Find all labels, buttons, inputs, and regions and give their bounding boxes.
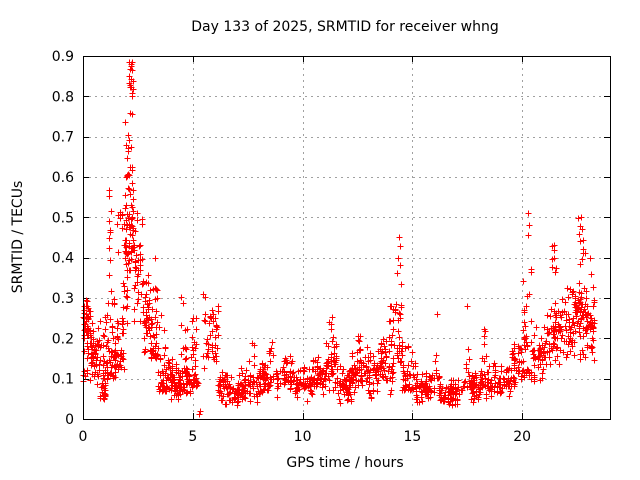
y-tick-label: 0: [65, 412, 74, 428]
y-tick-label: 0.8: [52, 89, 74, 105]
x-axis-label: GPS time / hours: [286, 455, 403, 471]
gridlines: [83, 56, 610, 419]
tick-labels: 0 5 10 15 20 0 0.1 0.2 0.3 0.4 0.5 0.6 0.7 0.8 0.9: [52, 49, 531, 445]
tick-marks: [83, 56, 610, 420]
y-tick-label: 0.7: [52, 130, 74, 146]
data-points: [80, 59, 598, 418]
y-tick-label: 0.6: [52, 170, 74, 186]
y-axis-label: SRMTID / TECUs: [10, 181, 26, 294]
plot-border: [83, 56, 611, 420]
chart-title: Day 133 of 2025, SRMTID for receiver whn…: [191, 19, 499, 35]
y-tick-label: 0.1: [52, 372, 74, 388]
y-tick-label: 0.4: [52, 251, 74, 267]
y-tick-label: 0.9: [52, 49, 74, 65]
y-tick-label: 0.3: [52, 291, 74, 307]
y-tick-label: 0.2: [52, 331, 74, 347]
y-tick-label: 0.5: [52, 210, 74, 226]
scatter-points: [80, 59, 598, 418]
x-tick-label: 15: [403, 429, 421, 445]
x-tick-label: 5: [188, 429, 197, 445]
x-tick-label: 10: [294, 429, 312, 445]
x-tick-label: 0: [79, 429, 88, 445]
x-tick-label: 20: [513, 429, 531, 445]
